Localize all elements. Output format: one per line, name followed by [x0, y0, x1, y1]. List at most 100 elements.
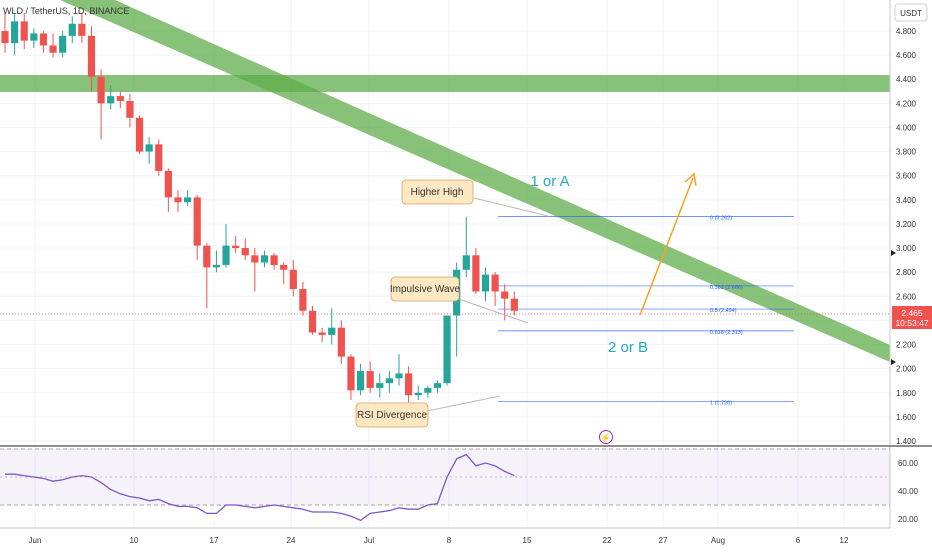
candle: [87, 26, 96, 92]
candle: [260, 250, 269, 268]
time-tick: 12: [840, 536, 849, 545]
symbol-title: WLD / TetherUS, 1D, BINANCE: [3, 6, 129, 16]
resistance-zone: [0, 75, 890, 92]
candle-body: [318, 332, 326, 335]
price-axis: USDT 4.800 4.600 4.400 4.200 4.000 3.800 3.600…: [889, 0, 932, 550]
candle-body: [135, 117, 144, 152]
candle: [68, 16, 76, 44]
candle: [376, 373, 384, 398]
currency-button[interactable]: USDT: [894, 3, 928, 22]
rsi-pane: [0, 448, 890, 522]
higher-high-label: Higher High: [411, 187, 464, 198]
candle-body: [385, 378, 393, 384]
rsi-line: [5, 453, 515, 522]
price-tick: 4.800: [896, 27, 917, 36]
candle: [299, 281, 307, 316]
candle: [251, 248, 259, 292]
candle: [1, 12, 9, 53]
fib-level-label: 0.382 (2.686): [710, 285, 743, 291]
candle-body: [289, 269, 297, 290]
impulsive-wave-label: Impulsive Wave: [390, 284, 461, 295]
candle: [462, 216, 470, 277]
candle-body: [395, 373, 403, 379]
candle: [472, 248, 480, 294]
candle-body: [433, 383, 442, 388]
rsi-divergence-label: RSI Divergence: [357, 410, 427, 421]
candle-body: [126, 100, 134, 118]
candle-body: [424, 387, 432, 393]
candle-body: [68, 23, 76, 36]
price-tick: 4.200: [896, 99, 917, 108]
candle-body: [164, 170, 172, 198]
candle-body: [308, 310, 317, 333]
candle-body: [145, 144, 153, 152]
candle: [203, 243, 211, 309]
candle-body: [222, 245, 230, 265]
candle-body: [203, 245, 211, 268]
candle: [59, 31, 67, 58]
wave-1a-label: 1 or A: [530, 173, 569, 190]
rsi-tick: 20.00: [898, 515, 919, 524]
time-tick: 27: [659, 536, 668, 545]
candle: [414, 385, 422, 400]
price-tick: 3.600: [896, 172, 917, 181]
candle: [193, 195, 201, 261]
time-tick: 8: [447, 536, 452, 545]
candle-body: [183, 197, 192, 203]
candle-body: [1, 31, 9, 44]
candle-body: [232, 245, 240, 249]
candle-body: [20, 21, 28, 41]
candle-body: [299, 289, 307, 311]
candle: [289, 260, 297, 297]
candle-body: [49, 45, 57, 53]
candle-body: [174, 197, 182, 203]
candle-body: [328, 327, 336, 335]
price-tick: 1.400: [896, 437, 917, 446]
price-tick: 2.800: [896, 268, 917, 277]
candle-body: [39, 33, 48, 46]
price-tick: 3.000: [896, 244, 917, 253]
candle-body: [155, 144, 163, 171]
price-tick: 2.600: [896, 292, 917, 301]
event-marker[interactable]: ⚡: [599, 430, 613, 445]
candle-body: [366, 371, 374, 388]
candle-body: [270, 255, 278, 265]
candle-body: [193, 197, 201, 246]
currency-label: USDT: [900, 9, 922, 18]
candle-body: [87, 35, 96, 77]
candle-body: [241, 248, 249, 256]
time-tick: Aug: [711, 536, 725, 545]
candle-body: [491, 274, 499, 292]
price-tick: 2.000: [896, 365, 917, 374]
price-tick: 2.200: [896, 341, 917, 350]
candle: [481, 267, 490, 302]
candle: [116, 91, 124, 109]
fib-level-label: 0.618 (2.313): [710, 330, 743, 336]
time-tick: 10: [130, 536, 139, 545]
candle-body: [11, 21, 19, 44]
candle-body: [78, 23, 86, 36]
candle: [39, 31, 48, 53]
candle-body: [97, 76, 105, 104]
lightning-icon: ⚡: [600, 432, 611, 444]
candle: [337, 320, 345, 364]
candle-body: [347, 356, 355, 391]
candle: [135, 115, 144, 154]
axis-marker-bottom: [891, 359, 896, 365]
price-tick: 3.800: [896, 148, 917, 157]
price-tick: 3.200: [896, 220, 917, 229]
candle: [164, 168, 172, 212]
rsi-tick: 60.00: [898, 459, 919, 468]
time-tick: 15: [523, 536, 532, 545]
candle-body: [376, 383, 384, 388]
time-tick: 22: [603, 536, 612, 545]
candle: [241, 238, 249, 261]
axis-marker-top: [891, 250, 896, 256]
candle: [126, 93, 134, 128]
candle: [347, 354, 355, 400]
time-tick: 6: [796, 536, 801, 545]
candle-body: [405, 373, 413, 396]
candle: [30, 28, 38, 48]
candle: [270, 252, 278, 270]
